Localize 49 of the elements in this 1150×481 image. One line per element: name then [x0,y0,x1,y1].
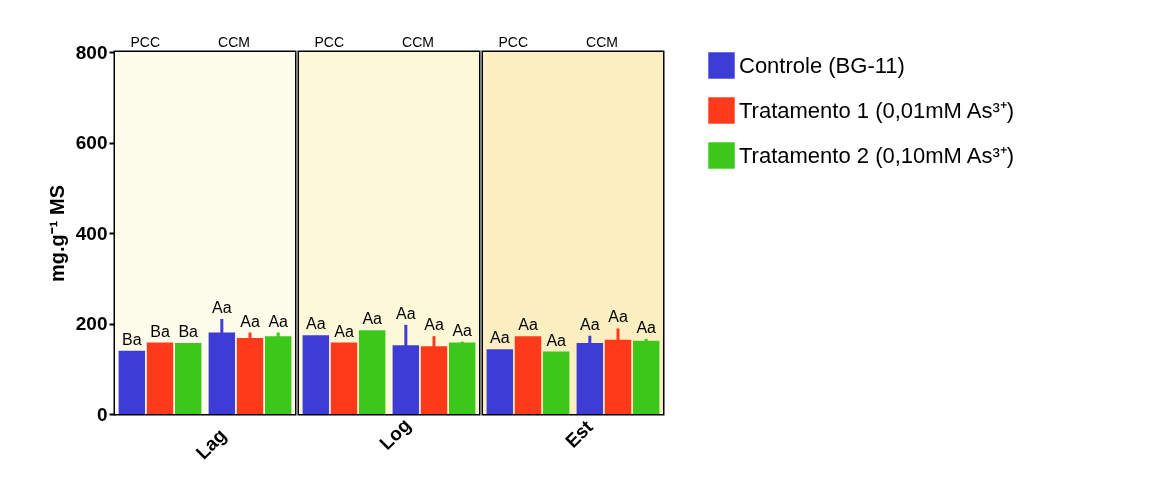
x-tick-label: PCC [498,33,528,50]
bar [146,342,174,414]
y-tick-label: 200 [75,313,108,334]
bar [542,351,570,414]
bar [174,342,202,414]
data-label: Ba [122,330,142,348]
y-tick-label: 0 [96,403,108,425]
bar [236,337,264,414]
x-tick-label: PCC [314,33,344,50]
data-label: Aa [490,329,510,347]
y-tick-label: 600 [75,132,108,153]
data-label: Aa [212,298,232,316]
y-tick-label: 400 [75,222,108,244]
x-tick-label: CCM [402,33,434,50]
data-label: Aa [546,331,567,349]
data-label: Aa [396,304,416,322]
bar [448,342,476,414]
bar [632,340,660,414]
data-label: Aa [334,322,354,340]
data-label: Aa [452,321,473,339]
y-tick-label: 800 [75,41,108,63]
bar [264,336,292,414]
x-tick-label: CCM [586,33,618,50]
x-tick-label: CCM [218,33,250,50]
data-label: Ba [178,322,199,340]
legend-label: Controle (BG-11) [739,52,905,78]
data-label: Aa [240,312,260,330]
bar [330,342,358,414]
bar [118,350,146,414]
x-axis-title: Est [561,415,598,452]
bar [302,335,330,414]
data-label: Aa [580,315,600,333]
data-label: Aa [636,318,657,336]
data-label: Ba [150,322,170,340]
bar [486,349,514,414]
data-label: Aa [362,310,383,328]
data-label: Aa [518,316,538,334]
legend-label: Tratamento 1 (0,01mM As³⁺) [739,97,1015,123]
legend-label: Tratamento 2 (0,10mM As³⁺) [739,142,1015,168]
x-axis-title: Log [375,414,415,454]
y-axis-title: mg.g⁻¹ MS [45,185,68,282]
data-label: Aa [306,315,326,333]
x-axis-title: Lag [191,424,231,464]
data-label: Aa [268,312,289,330]
x-tick-label: PCC [130,33,160,50]
data-label: Aa [608,308,628,326]
bar [358,330,386,414]
data-label: Aa [424,316,444,334]
bar [514,336,542,414]
